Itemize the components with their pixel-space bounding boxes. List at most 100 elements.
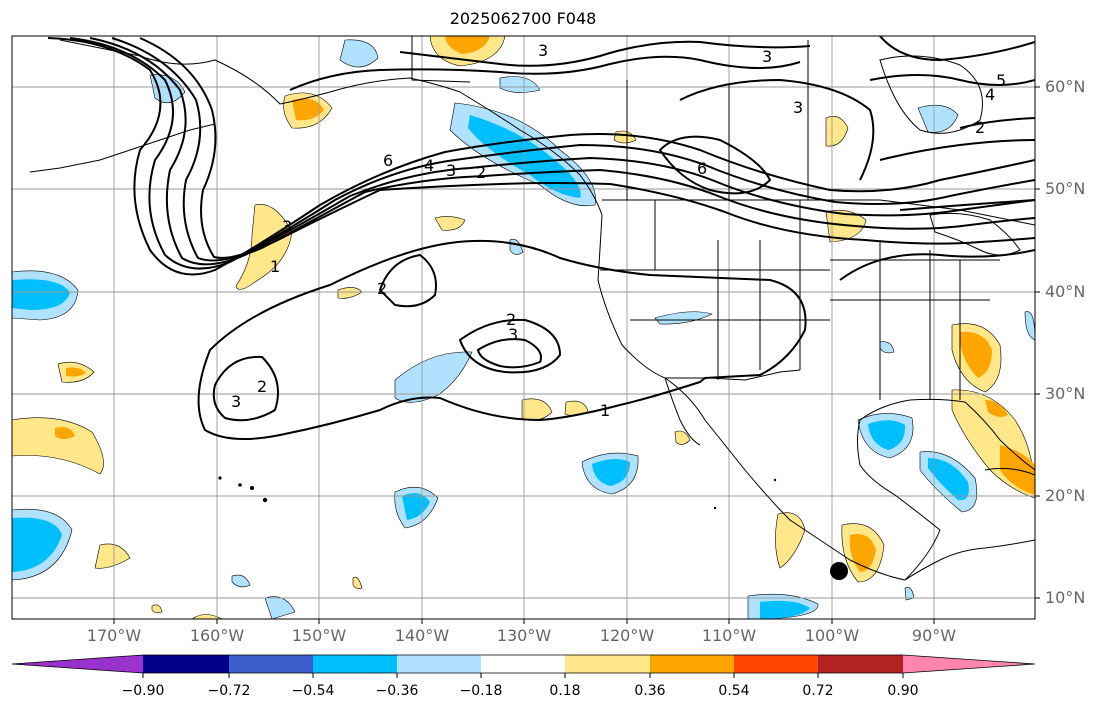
contour-jet-4 [111, 37, 1035, 262]
contour-label: 3 [282, 217, 292, 236]
blue-blob-nevada [654, 311, 713, 325]
blue-blob-small-7 [499, 76, 541, 93]
yellow-blob-west-1-core [55, 427, 75, 439]
lon-label: 130°W [496, 626, 552, 645]
map-title: 2025062700 F048 [449, 9, 597, 28]
lon-label: 90°W [911, 626, 957, 645]
colorbar-swatch [313, 655, 397, 673]
contour-label: 4 [985, 85, 995, 104]
blue-blob-baja-sw-core [592, 458, 630, 486]
blue-blob-pacific-west-core [12, 279, 70, 310]
yellow-blob-west-3 [94, 543, 131, 569]
colorbar-extend-high [903, 655, 1035, 673]
blue-blob-hawaii-s-core [402, 493, 430, 520]
colorbar-swatch [565, 655, 650, 673]
contour-label: 4 [424, 156, 434, 175]
blue-blob-alaska-n [339, 39, 379, 68]
colorbar-swatch [481, 655, 565, 673]
contour-label: 2 [377, 279, 387, 298]
blue-blob-small-1 [509, 238, 524, 255]
yellow-blob-canada [825, 116, 849, 147]
blue-blob-sw-core [12, 517, 62, 572]
us-mexico-border [665, 369, 801, 381]
contour-label: 2 [476, 163, 486, 182]
contour-label: 2 [975, 118, 985, 137]
lon-label: 140°W [394, 626, 450, 645]
lon-label: 120°W [599, 626, 655, 645]
contour-pacific-low-3 [476, 338, 542, 369]
blue-blob-gom-1-core [868, 420, 906, 450]
lat-label: 40°N [1045, 282, 1086, 301]
contour-jet-2 [69, 37, 1035, 270]
colorbar-label: −0.90 [121, 683, 165, 699]
us-states-1 [600, 200, 830, 380]
yellow-blob-florida-core-2 [985, 400, 1008, 417]
contour-label: 3 [231, 392, 241, 411]
blue-blob-small-4 [879, 341, 895, 354]
graticule [12, 36, 1035, 619]
yellow-blob-canada-2 [613, 130, 637, 144]
contour-north-1 [289, 55, 801, 91]
blue-blob-small-2 [264, 596, 296, 619]
contour-label: 3 [762, 47, 772, 66]
lon-label: 160°W [189, 626, 245, 645]
yellow-blob-alaska-n-core [445, 36, 490, 54]
hudson-bay [879, 55, 983, 134]
contour-labels: 3 3 3 5 4 2 6 4 3 2 6 3 1 2 2 3 2 3 1 [231, 41, 1006, 420]
colorbar-swatch [818, 655, 903, 673]
colorbar-swatch [143, 655, 229, 673]
contour-canada-low [658, 135, 772, 195]
islands [218, 476, 777, 510]
us-west-coast [597, 214, 906, 581]
colorbar-swatch [734, 655, 818, 673]
contour-jet-5 [139, 37, 1035, 259]
location-marker [830, 562, 848, 580]
central-america [904, 539, 1035, 581]
colorbar-extend-low [12, 655, 143, 673]
lon-label: 150°W [291, 626, 347, 645]
blue-blob-hudson [917, 104, 959, 133]
contour-hudson-3 [959, 117, 1035, 129]
colorbar-label: 0.18 [549, 683, 581, 699]
contour-hudson-2 [869, 74, 1035, 86]
contour-label: 3 [508, 325, 518, 344]
lon-label: 170°W [86, 626, 142, 645]
height-contours [47, 36, 1035, 440]
colorbar-label: −0.72 [207, 683, 251, 699]
lat-label: 50°N [1045, 179, 1086, 198]
contour-label: 2 [506, 310, 516, 329]
contour-label: 1 [270, 257, 280, 276]
cuba [984, 467, 1035, 476]
lat-label: 20°N [1045, 486, 1086, 505]
yellow-blob-central [434, 216, 466, 231]
colorbar-swatch [229, 655, 313, 673]
contour-pacific-2 [378, 253, 437, 308]
blue-blob-small-3 [231, 574, 251, 588]
gulf-coast [857, 398, 1035, 581]
axis-ticks [113, 86, 1040, 624]
yellow-blob-southeast-core [960, 331, 992, 378]
colorbar-label: −0.36 [375, 683, 419, 699]
contour-hudson-1 [879, 36, 1035, 62]
blue-blob-small-6 [1024, 311, 1035, 341]
contour-label: 3 [793, 98, 803, 117]
contour-label: 3 [538, 41, 548, 60]
contour-label: 5 [996, 71, 1006, 90]
lat-label: 60°N [1045, 77, 1086, 96]
contour-east-1 [839, 249, 1035, 281]
contour-label: 2 [257, 377, 267, 396]
contour-label: 1 [600, 401, 610, 420]
yellow-blob-small-3 [352, 576, 363, 589]
contour-canada-north [679, 78, 875, 181]
lon-label: 100°W [804, 626, 860, 645]
yellow-blob-baja-1 [521, 398, 553, 421]
colorbar-label: 0.90 [887, 683, 919, 699]
contour-pacific-low-2 [458, 318, 562, 374]
colorbar-label: 0.54 [718, 683, 750, 699]
contour-north-2 [399, 40, 811, 67]
yellow-blob-mexico [775, 512, 806, 569]
contour-west-2 [212, 355, 279, 422]
contour-jet-1 [47, 37, 1035, 276]
lat-label: 30°N [1045, 384, 1086, 403]
